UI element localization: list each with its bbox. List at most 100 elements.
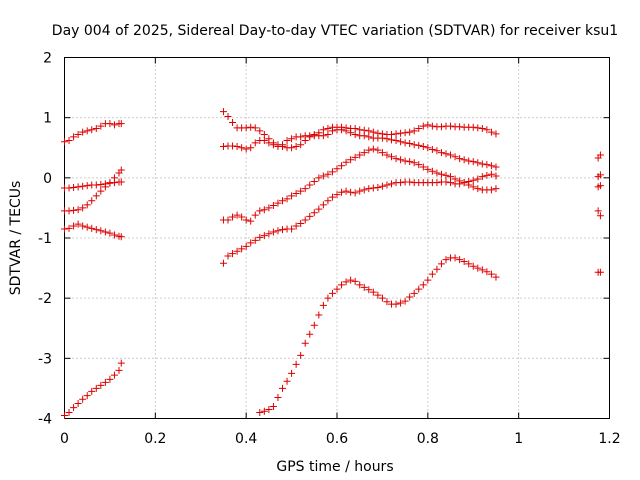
data-point [265, 204, 273, 212]
data-point [92, 124, 100, 132]
data-point [483, 268, 491, 276]
data-point [238, 144, 246, 152]
data-point [315, 205, 323, 213]
data-point [360, 132, 368, 140]
y-tick-label: 0 [43, 171, 52, 187]
x-tick-label: 0.8 [417, 431, 439, 447]
data-point [392, 130, 400, 138]
data-point [297, 220, 305, 228]
data-point [487, 270, 495, 278]
series-s5 [61, 359, 125, 419]
data-point [269, 228, 277, 236]
chart-title: Day 004 of 2025, Sidereal Day-to-day VTE… [52, 23, 618, 39]
data-point [596, 171, 604, 179]
data-point [83, 127, 91, 135]
data-point [374, 146, 382, 154]
data-point [392, 300, 400, 308]
data-point [356, 187, 364, 195]
data-point [442, 256, 450, 264]
data-point [469, 158, 477, 166]
data-point [279, 384, 286, 392]
data-point [492, 172, 500, 180]
series-s2 [61, 178, 125, 192]
data-point [247, 239, 255, 247]
data-point [410, 141, 418, 149]
data-point [88, 197, 96, 205]
data-point [338, 188, 346, 196]
data-point [392, 155, 400, 163]
data-point [247, 123, 255, 131]
data-point [433, 179, 441, 187]
data-point [424, 165, 432, 173]
data-point [319, 132, 327, 140]
data-point [292, 189, 300, 197]
data-point [315, 311, 323, 319]
data-point [97, 227, 105, 235]
data-point [70, 222, 78, 230]
data-point [242, 145, 250, 153]
data-point [310, 321, 318, 329]
data-point [274, 227, 282, 235]
data-point [83, 182, 91, 190]
data-point [61, 225, 68, 233]
data-point [292, 143, 300, 151]
data-point [356, 281, 364, 289]
data-point [324, 294, 332, 302]
data-point [310, 209, 318, 217]
data-point [342, 158, 350, 166]
x-tick-labels: 0 0.2 0.4 0.6 0.8 1 1.2 [60, 431, 621, 447]
data-point [433, 147, 441, 155]
data-point [79, 128, 87, 136]
data-point [88, 126, 96, 134]
series-s4 [61, 220, 125, 241]
data-point [406, 128, 414, 136]
data-point [447, 122, 455, 130]
data-point [492, 130, 500, 138]
data-point [251, 124, 259, 132]
data-point [260, 407, 268, 415]
data-point [487, 128, 495, 136]
data-point [306, 212, 314, 220]
data-point [469, 176, 477, 184]
data-point [110, 121, 118, 129]
data-point [251, 236, 259, 244]
data-point [117, 166, 125, 174]
data-point [596, 268, 604, 276]
data-point [265, 405, 273, 413]
data-point [410, 289, 418, 297]
data-point [369, 128, 377, 136]
axis-ticks [64, 57, 610, 419]
data-point [478, 160, 486, 168]
data-point [483, 171, 491, 179]
data-point [460, 156, 468, 164]
data-point [415, 124, 423, 132]
data-point [483, 126, 491, 134]
y-tick-label: -2 [38, 291, 52, 307]
data-point [233, 211, 241, 219]
data-point [424, 276, 432, 284]
data-point [428, 270, 436, 278]
data-point [419, 163, 427, 171]
data-point [242, 242, 250, 250]
data-point [324, 170, 332, 178]
data-point [324, 124, 332, 132]
data-point [369, 288, 377, 296]
data-point [279, 197, 286, 205]
data-point [110, 231, 118, 239]
data-point [474, 175, 482, 183]
data-point [247, 217, 255, 225]
data-point [442, 150, 450, 158]
data-point [378, 294, 386, 302]
data-point [419, 143, 427, 151]
data-point [97, 180, 105, 188]
data-point [283, 377, 291, 385]
data-point [319, 201, 327, 209]
x-tick-label: 0 [60, 431, 69, 447]
data-point [247, 144, 255, 152]
data-point [224, 112, 232, 120]
data-point [306, 181, 314, 189]
data-point [356, 126, 364, 134]
data-point [465, 157, 473, 165]
data-point [251, 139, 259, 147]
data-point [79, 395, 87, 403]
